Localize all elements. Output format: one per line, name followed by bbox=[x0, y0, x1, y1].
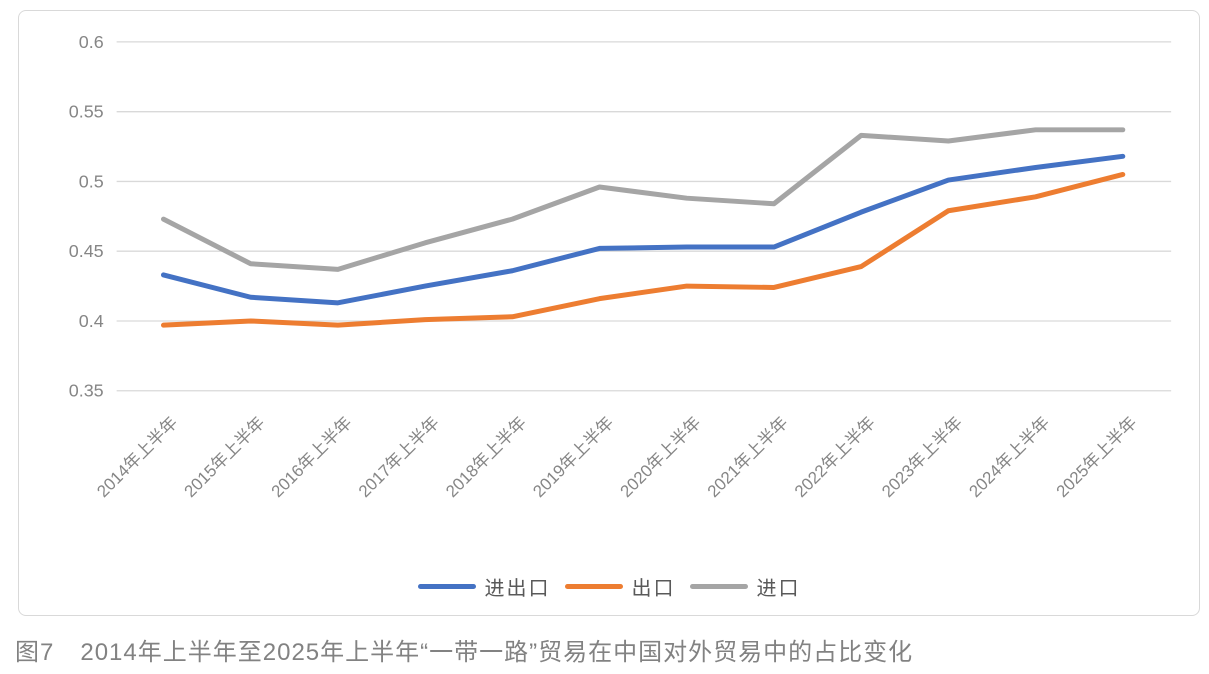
legend-label: 进出口 bbox=[484, 578, 551, 600]
x-tick-label: 2014年上半年 bbox=[93, 413, 181, 501]
chart-card: 0.6 0.55 0.5 0.45 0.4 0.35 2014年上半年 2015年上半年 201… bbox=[18, 10, 1200, 616]
legend-item-进出口: 进出口 bbox=[417, 572, 551, 601]
x-tick-label: 2017年上半年 bbox=[355, 413, 443, 501]
x-tick-label: 2015年上半年 bbox=[180, 413, 268, 501]
figure-caption: 图7 2014年上半年至2025年上半年“一带一路”贸易在中国对外贸易中的占比变化 bbox=[15, 632, 913, 667]
x-tick-label: 2023年上半年 bbox=[878, 413, 966, 501]
x-tick-label: 2022年上半年 bbox=[791, 413, 879, 501]
y-tick-label: 0.55 bbox=[69, 102, 104, 122]
x-tick-label: 2020年上半年 bbox=[617, 413, 705, 501]
figure-number: 图7 bbox=[15, 639, 55, 666]
series-line-进出口 bbox=[160, 153, 1126, 306]
x-tick-label: 2025年上半年 bbox=[1053, 413, 1141, 501]
chart-legend: 进出口 出口 进口 bbox=[19, 572, 1199, 601]
x-tick-label: 2016年上半年 bbox=[268, 413, 356, 501]
legend-swatch-进出口 bbox=[417, 584, 476, 589]
legend-label: 进口 bbox=[756, 578, 801, 600]
y-tick-label: 0.35 bbox=[69, 381, 104, 401]
x-tick-label: 2019年上半年 bbox=[529, 413, 617, 501]
legend-item-出口: 出口 bbox=[564, 572, 676, 601]
series-line-进口 bbox=[160, 127, 1126, 272]
legend-swatch-出口 bbox=[564, 584, 623, 589]
x-tick-label: 2018年上半年 bbox=[442, 413, 530, 501]
legend-swatch-进口 bbox=[689, 584, 748, 589]
legend-item-进口: 进口 bbox=[689, 572, 801, 601]
series-line-出口 bbox=[160, 171, 1126, 328]
y-tick-label: 0.6 bbox=[79, 32, 104, 52]
figure-caption-text: 2014年上半年至2025年上半年“一带一路”贸易在中国对外贸易中的占比变化 bbox=[80, 639, 914, 666]
y-tick-label: 0.5 bbox=[79, 171, 104, 191]
x-tick-label: 2021年上半年 bbox=[704, 413, 792, 501]
legend-label: 出口 bbox=[631, 578, 676, 600]
y-tick-label: 0.4 bbox=[79, 311, 104, 331]
x-tick-label: 2024年上半年 bbox=[965, 413, 1053, 501]
y-tick-label: 0.45 bbox=[69, 241, 104, 261]
